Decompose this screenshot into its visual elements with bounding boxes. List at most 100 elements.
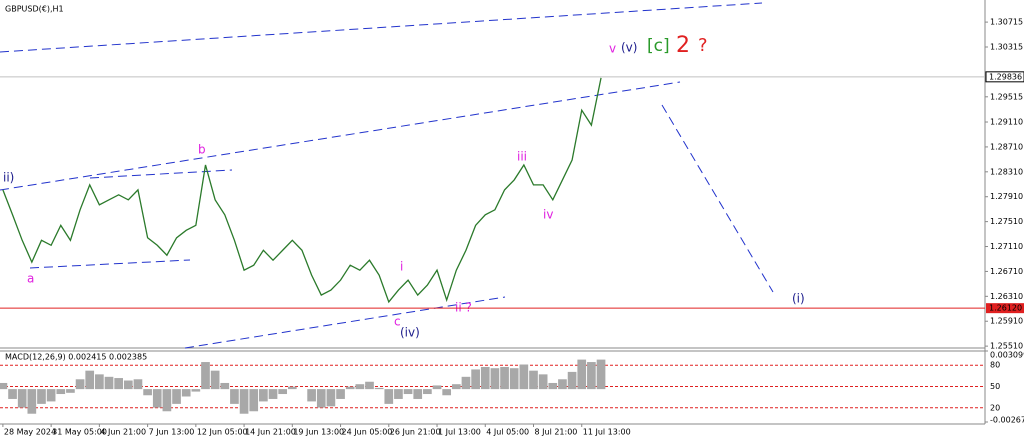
- macd-bar: [442, 389, 452, 396]
- price-label-box: [986, 303, 1024, 314]
- indicator-label: MACD(12,26,9) 0.002415 0.002385: [5, 353, 147, 362]
- macd-bar: [17, 389, 27, 408]
- macd-bar: [336, 389, 345, 399]
- wave-label: c: [394, 315, 401, 329]
- wave-label: 2: [676, 33, 690, 58]
- trend-line: [184, 296, 506, 349]
- x-tick-label: 24 Jun 05:00: [342, 428, 393, 437]
- y-tick-label: 1.29110: [990, 118, 1023, 127]
- macd-bar: [230, 389, 239, 404]
- x-tick-label: 4 Jun 21:00: [100, 428, 146, 437]
- price-line-series: [2, 77, 602, 304]
- macd-bar: [538, 374, 548, 390]
- wave-label: i: [400, 260, 403, 274]
- macd-bar: [152, 389, 162, 408]
- macd-bar: [326, 389, 336, 407]
- wave-label: (i): [792, 292, 805, 306]
- macd-bar: [27, 389, 37, 414]
- macd-bar: [509, 368, 519, 390]
- macd-bar: [66, 389, 75, 393]
- macd-bar: [451, 384, 461, 390]
- macd-bar: [123, 380, 133, 390]
- macd-bar: [37, 389, 46, 404]
- y-tick-label: 1.30715: [990, 18, 1023, 27]
- macd-bar: [403, 389, 413, 395]
- wave-label: a: [27, 272, 34, 286]
- macd-bar: [355, 384, 365, 390]
- macd-bar: [394, 389, 403, 399]
- y-tick-label: 1.26310: [990, 292, 1023, 301]
- y-tick-label: 1.27110: [990, 242, 1023, 251]
- macd-bar: [56, 389, 66, 395]
- wave-label: ?: [698, 35, 708, 56]
- macd-bar: [75, 379, 85, 390]
- macd-bar: [220, 382, 230, 390]
- macd-bar: [172, 389, 181, 404]
- x-tick-label: 28 May 2024: [4, 428, 56, 437]
- wave-label: v: [609, 42, 616, 56]
- y-tick-label: 1.25910: [990, 317, 1023, 326]
- macd-bar: [249, 389, 259, 412]
- macd-bar: [8, 389, 17, 399]
- x-tick-label: 14 Jun 21:00: [245, 428, 296, 437]
- y-tick-label: -0.002673: [990, 416, 1024, 425]
- y-tick-label: 1.28710: [990, 142, 1023, 151]
- trend-line: [661, 104, 774, 293]
- macd-bar: [548, 382, 558, 390]
- x-tick-label: 31 May 05:00: [52, 428, 107, 437]
- y-tick-label: 0.003099: [990, 351, 1024, 360]
- macd-bar: [191, 389, 201, 392]
- macd-bar: [596, 359, 606, 390]
- macd-bar: [162, 389, 172, 412]
- macd-bar: [345, 386, 355, 390]
- y-tick-label: 1.29515: [990, 92, 1023, 101]
- wave-label: (v): [621, 41, 637, 55]
- x-tick-label: 1 Jul 13:00: [438, 428, 481, 437]
- x-tick-label: 4 Jul 05:00: [486, 428, 529, 437]
- y-tick-label: 1.28310: [990, 167, 1023, 176]
- macd-bar: [413, 389, 423, 399]
- macd-bar: [210, 370, 220, 390]
- macd-bar: [587, 362, 596, 390]
- macd-bar: [374, 387, 384, 390]
- wave-label: ii ?: [455, 301, 472, 315]
- y-tick-label: 1.26710: [990, 267, 1023, 276]
- macd-bar: [143, 389, 152, 396]
- macd-bar: [490, 368, 500, 390]
- y-tick-label: 1.25510: [990, 342, 1023, 351]
- macd-bar: [384, 389, 394, 404]
- macd-bar: [365, 381, 374, 390]
- price-label: 1.29836: [989, 72, 1022, 81]
- macd-bar: [85, 370, 95, 390]
- macd-bar: [201, 362, 210, 390]
- trend-line: [0, 81, 681, 191]
- macd-bar: [316, 389, 326, 408]
- wave-label: [c]: [647, 36, 670, 56]
- x-tick-label: 26 Jun 21:00: [390, 428, 441, 437]
- macd-bar: [577, 359, 587, 390]
- macd-bar: [519, 364, 529, 390]
- macd-bar: [46, 389, 56, 402]
- x-tick-label: 19 Jun 13:00: [293, 428, 344, 437]
- macd-bar: [471, 369, 480, 390]
- macd-bar: [114, 378, 124, 390]
- macd-bar: [133, 379, 143, 390]
- level-label: 20: [990, 403, 1000, 412]
- trend-line: [0, 2, 763, 53]
- macd-bar: [278, 389, 288, 395]
- x-tick-label: 11 Jul 13:00: [583, 428, 631, 437]
- macd-bar: [567, 371, 577, 390]
- macd-bar: [423, 389, 432, 395]
- macd-bar: [480, 366, 490, 390]
- wave-label: b: [198, 143, 206, 157]
- y-tick-label: 1.27910: [990, 192, 1023, 201]
- level-label: 80: [990, 361, 1000, 370]
- macd-bar: [461, 376, 471, 390]
- macd-bar: [432, 385, 442, 390]
- x-tick-label: 8 Jul 21:00: [535, 428, 578, 437]
- macd-bar: [268, 389, 278, 399]
- trend-line: [89, 169, 233, 179]
- macd-bar: [500, 366, 509, 390]
